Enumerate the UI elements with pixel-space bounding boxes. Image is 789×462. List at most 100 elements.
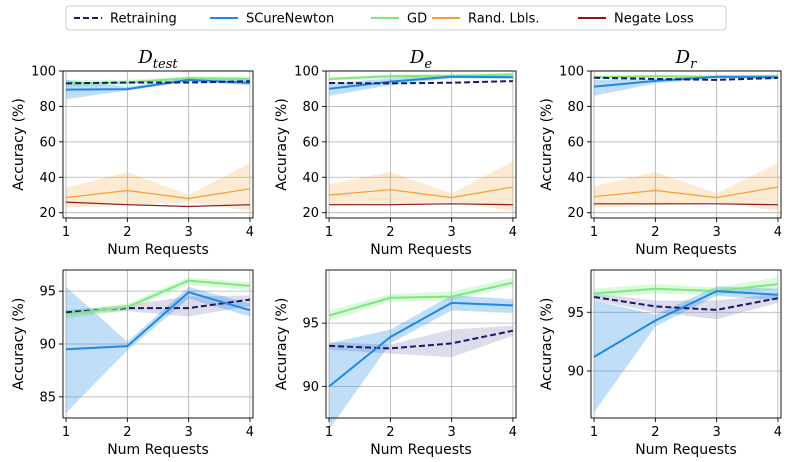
x-tick-label: 3 [185, 425, 193, 440]
x-axis-label: Num Requests [635, 442, 737, 458]
x-tick-label: 3 [448, 225, 456, 240]
series-line [328, 281, 514, 317]
x-axis-label: Num Requests [370, 242, 472, 258]
legend-entry: SCureNewton [210, 12, 334, 27]
confidence-band [66, 163, 250, 211]
series-line [328, 301, 513, 388]
series-line [594, 283, 779, 295]
x-tick-label: 2 [651, 225, 659, 240]
chart-panel: 1 2 3 4 20 40 60 80 100 Num Requests Accuracy (%) D… [274, 47, 517, 258]
confidence-band [594, 286, 778, 413]
y-tick-label: 40 [302, 171, 319, 186]
x-tick-label: 2 [386, 425, 394, 440]
y-tick-label: 80 [39, 100, 56, 115]
chart-panel: 1 2 3 4 90 95 Num Requests Accuracy (%) [539, 269, 782, 458]
chart-panel: 1 2 3 4 20 40 60 80 100 Num Requests Accuracy (%) D… [11, 47, 254, 258]
x-tick-label: 4 [246, 225, 254, 240]
chart-panel: 1 2 3 4 20 40 60 80 100 Num Requests Accuracy (%) D… [539, 47, 782, 258]
x-tick-label: 3 [713, 225, 721, 240]
y-tick-label: 90 [302, 380, 319, 395]
y-tick-label: 95 [39, 285, 56, 300]
confidence-band [329, 277, 513, 321]
series-line [594, 76, 778, 81]
y-axis-label: Accuracy (%) [539, 298, 555, 391]
series-line [329, 203, 513, 206]
y-tick-label: 80 [567, 100, 584, 115]
confidence-band [329, 74, 513, 96]
legend-entry: Retraining [74, 12, 177, 27]
plot-frame [325, 269, 517, 419]
series-line [594, 186, 779, 199]
confidence-band [66, 295, 250, 317]
legend-entry: Negate Loss [578, 12, 694, 27]
y-axis-label: Accuracy (%) [11, 98, 27, 191]
series-line [328, 75, 513, 90]
confidence-band [594, 163, 778, 211]
x-tick-label: 1 [62, 225, 70, 240]
legend: Retraining SCureNewton GD Rand. Lbls. Negate… [65, 5, 727, 31]
x-tick-label: 4 [509, 225, 517, 240]
confidence-band [594, 75, 778, 96]
y-tick-label: 40 [567, 171, 584, 186]
y-axis-label: Accuracy (%) [11, 298, 27, 391]
plot-frame [590, 70, 782, 219]
x-tick-label: 4 [509, 425, 517, 440]
series-line [593, 296, 779, 311]
series-line [594, 203, 778, 206]
y-tick-label: 90 [567, 365, 584, 380]
series-line [65, 279, 250, 316]
legend-entry: Rand. Lbls. [432, 12, 539, 27]
legend-label: Rand. Lbls. [468, 12, 539, 27]
y-tick-label: 85 [39, 390, 56, 405]
series-line [66, 201, 250, 208]
y-tick-label: 20 [39, 206, 56, 221]
y-tick-label: 20 [302, 206, 319, 221]
x-tick-label: 1 [325, 425, 333, 440]
x-tick-label: 1 [590, 425, 598, 440]
x-tick-label: 3 [185, 225, 193, 240]
chart-title: Dr [675, 47, 697, 72]
legend-label: SCureNewton [246, 12, 334, 27]
legend-entry: GD [371, 12, 427, 27]
y-tick-label: 90 [39, 338, 56, 353]
x-tick-label: 2 [123, 425, 131, 440]
plot-grid: 1 2 3 4 20 40 60 80 100 Num Requests Accuracy (%) D… [11, 47, 782, 458]
y-axis-label: Accuracy (%) [274, 298, 290, 391]
y-tick-label: 60 [302, 135, 319, 150]
y-tick-label: 100 [294, 65, 319, 80]
legend-label: GD [407, 12, 427, 27]
x-tick-label: 1 [325, 225, 333, 240]
series-line [66, 188, 250, 200]
y-tick-label: 40 [39, 171, 56, 186]
x-tick-label: 2 [651, 425, 659, 440]
y-axis-label: Accuracy (%) [274, 98, 290, 191]
y-tick-label: 80 [302, 100, 319, 115]
x-tick-label: 3 [713, 425, 721, 440]
chart-panel: 1 2 3 4 85 90 95 Num Requests Accuracy (%) [11, 269, 254, 458]
y-tick-label: 20 [567, 206, 584, 221]
x-tick-label: 3 [448, 425, 456, 440]
x-tick-label: 2 [386, 225, 394, 240]
x-axis-label: Num Requests [370, 442, 472, 458]
series-line [66, 291, 251, 351]
y-tick-label: 95 [302, 317, 319, 332]
legend-label: Retraining [110, 12, 177, 27]
series-line [329, 186, 514, 199]
confidence-band [329, 295, 513, 430]
legend-label: Negate Loss [614, 12, 694, 27]
x-tick-label: 4 [246, 425, 254, 440]
chart-panel: 1 2 3 4 90 95 Num Requests Accuracy (%) [274, 269, 517, 458]
y-tick-label: 60 [567, 135, 584, 150]
x-tick-label: 4 [774, 225, 782, 240]
y-tick-label: 100 [31, 65, 56, 80]
confidence-band [329, 161, 513, 211]
series-line [329, 80, 513, 85]
series-line [329, 73, 513, 80]
x-tick-label: 4 [774, 425, 782, 440]
y-axis-label: Accuracy (%) [539, 98, 555, 191]
x-axis-label: Num Requests [107, 442, 209, 458]
y-tick-label: 95 [567, 306, 584, 321]
plot-frame [590, 269, 782, 419]
x-tick-label: 1 [590, 225, 598, 240]
